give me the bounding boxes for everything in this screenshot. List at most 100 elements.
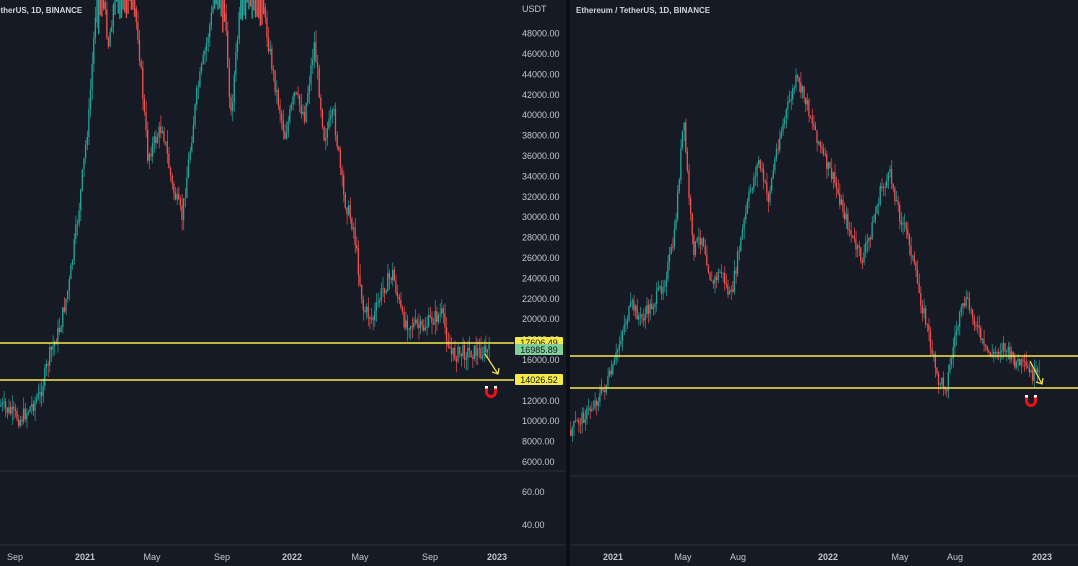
candle-body — [282, 119, 284, 132]
candle-body — [349, 205, 351, 219]
candle-body — [772, 169, 774, 178]
y-tick-label: 8000.00 — [522, 437, 555, 447]
candle-body — [999, 351, 1001, 355]
candle-body — [222, 0, 224, 33]
candle-body — [370, 317, 373, 319]
candle-body — [89, 89, 92, 110]
candle-body — [184, 197, 186, 199]
candle-body — [667, 261, 669, 280]
candle-body — [147, 130, 149, 161]
candle-body — [728, 291, 731, 295]
candle-body — [983, 338, 985, 345]
candle-body — [845, 213, 847, 220]
candle-body — [657, 287, 659, 291]
magnet-icon — [485, 386, 497, 398]
candle-body — [847, 213, 849, 230]
candle-body — [338, 146, 340, 150]
candle-body — [352, 227, 355, 230]
candle-body — [476, 349, 479, 357]
candle-body — [832, 172, 834, 180]
candle-body — [285, 133, 288, 139]
candle-body — [230, 97, 232, 111]
candle-body — [303, 111, 306, 122]
y-tick-label: 30000.00 — [522, 212, 560, 222]
candle-body — [957, 326, 959, 331]
y-tick-label: 20000.00 — [522, 314, 560, 324]
candle-body — [612, 364, 614, 375]
candle-body — [372, 317, 374, 321]
candle-body — [135, 8, 137, 23]
candle-body — [254, 0, 257, 18]
candle-body — [176, 193, 178, 200]
candle-body — [130, 0, 132, 10]
candle-body — [228, 67, 230, 98]
candle-body — [751, 188, 753, 191]
candle-body — [47, 363, 49, 366]
candle-body — [775, 149, 778, 159]
candle-body — [730, 289, 732, 292]
candle-body — [63, 307, 66, 312]
candle-body — [689, 198, 692, 214]
candle-body — [900, 221, 902, 225]
candle-body — [769, 190, 771, 203]
candle-body — [463, 345, 466, 360]
candle-body — [339, 149, 342, 168]
candle-body — [607, 376, 609, 386]
candle-body — [795, 75, 797, 88]
candle-body — [91, 63, 93, 90]
left-chart-canvas[interactable]: USDT 48000.00 46000.00 44000.00 42000.00 4000… — [0, 0, 566, 566]
candle-body — [884, 187, 886, 188]
candle-body — [937, 373, 940, 385]
candle-body — [191, 142, 193, 152]
candle-body — [441, 308, 443, 314]
candle-body — [975, 325, 977, 327]
right-chart-panel[interactable]: Ethereum / TetherUS, 1D, BINANCE 2021 May… — [570, 0, 1078, 566]
candle-body — [1004, 343, 1006, 352]
candle-body — [390, 277, 392, 280]
candle-body — [385, 291, 387, 293]
candle-body — [788, 101, 791, 102]
candle-body — [343, 175, 345, 195]
candle-body — [881, 186, 883, 189]
horizontal-levels[interactable] — [0, 342, 514, 381]
left-chart-panel[interactable]: etherUS, 1D, BINANCE USDT 48000.00 46000.0… — [0, 0, 566, 566]
candle-body — [109, 31, 111, 47]
candle-body — [119, 0, 121, 20]
price-level-tag: 14026.52 — [515, 374, 563, 385]
candle-body — [604, 390, 606, 393]
candle-body — [377, 302, 379, 304]
candle-body — [626, 320, 629, 324]
candle-body — [796, 75, 799, 78]
candle-body — [272, 68, 275, 71]
candle-body — [866, 241, 868, 244]
candle-body — [806, 99, 808, 105]
candle-body — [586, 407, 588, 420]
candle-body — [403, 311, 405, 328]
candle-body — [0, 405, 2, 407]
candle-body — [182, 198, 185, 220]
horizontal-levels[interactable] — [570, 355, 1078, 389]
candle-body — [163, 131, 165, 142]
right-chart-canvas[interactable]: 2021 May Aug 2022 May Aug 2023 — [570, 0, 1078, 566]
candle-body — [107, 38, 110, 47]
panel-divider[interactable] — [566, 0, 570, 566]
candle-body — [973, 317, 975, 326]
candle-body — [423, 325, 425, 331]
candle-body — [655, 290, 658, 304]
candle-body — [907, 229, 909, 235]
x-tick-label: 2021 — [603, 552, 623, 562]
candle-body — [427, 315, 430, 327]
candle-body — [227, 30, 229, 68]
y-tick-label: 40000.00 — [522, 110, 560, 120]
candle-body — [767, 193, 770, 203]
candle-body — [26, 412, 28, 420]
candle-body — [991, 354, 993, 357]
candle-body — [187, 159, 190, 178]
candle-body — [678, 179, 680, 192]
svg-text:14026.52: 14026.52 — [520, 375, 558, 385]
candle-body — [978, 325, 980, 328]
candle-body — [307, 93, 309, 104]
candle-body — [439, 313, 441, 316]
candle-body — [151, 143, 154, 157]
candle-body — [398, 296, 400, 300]
